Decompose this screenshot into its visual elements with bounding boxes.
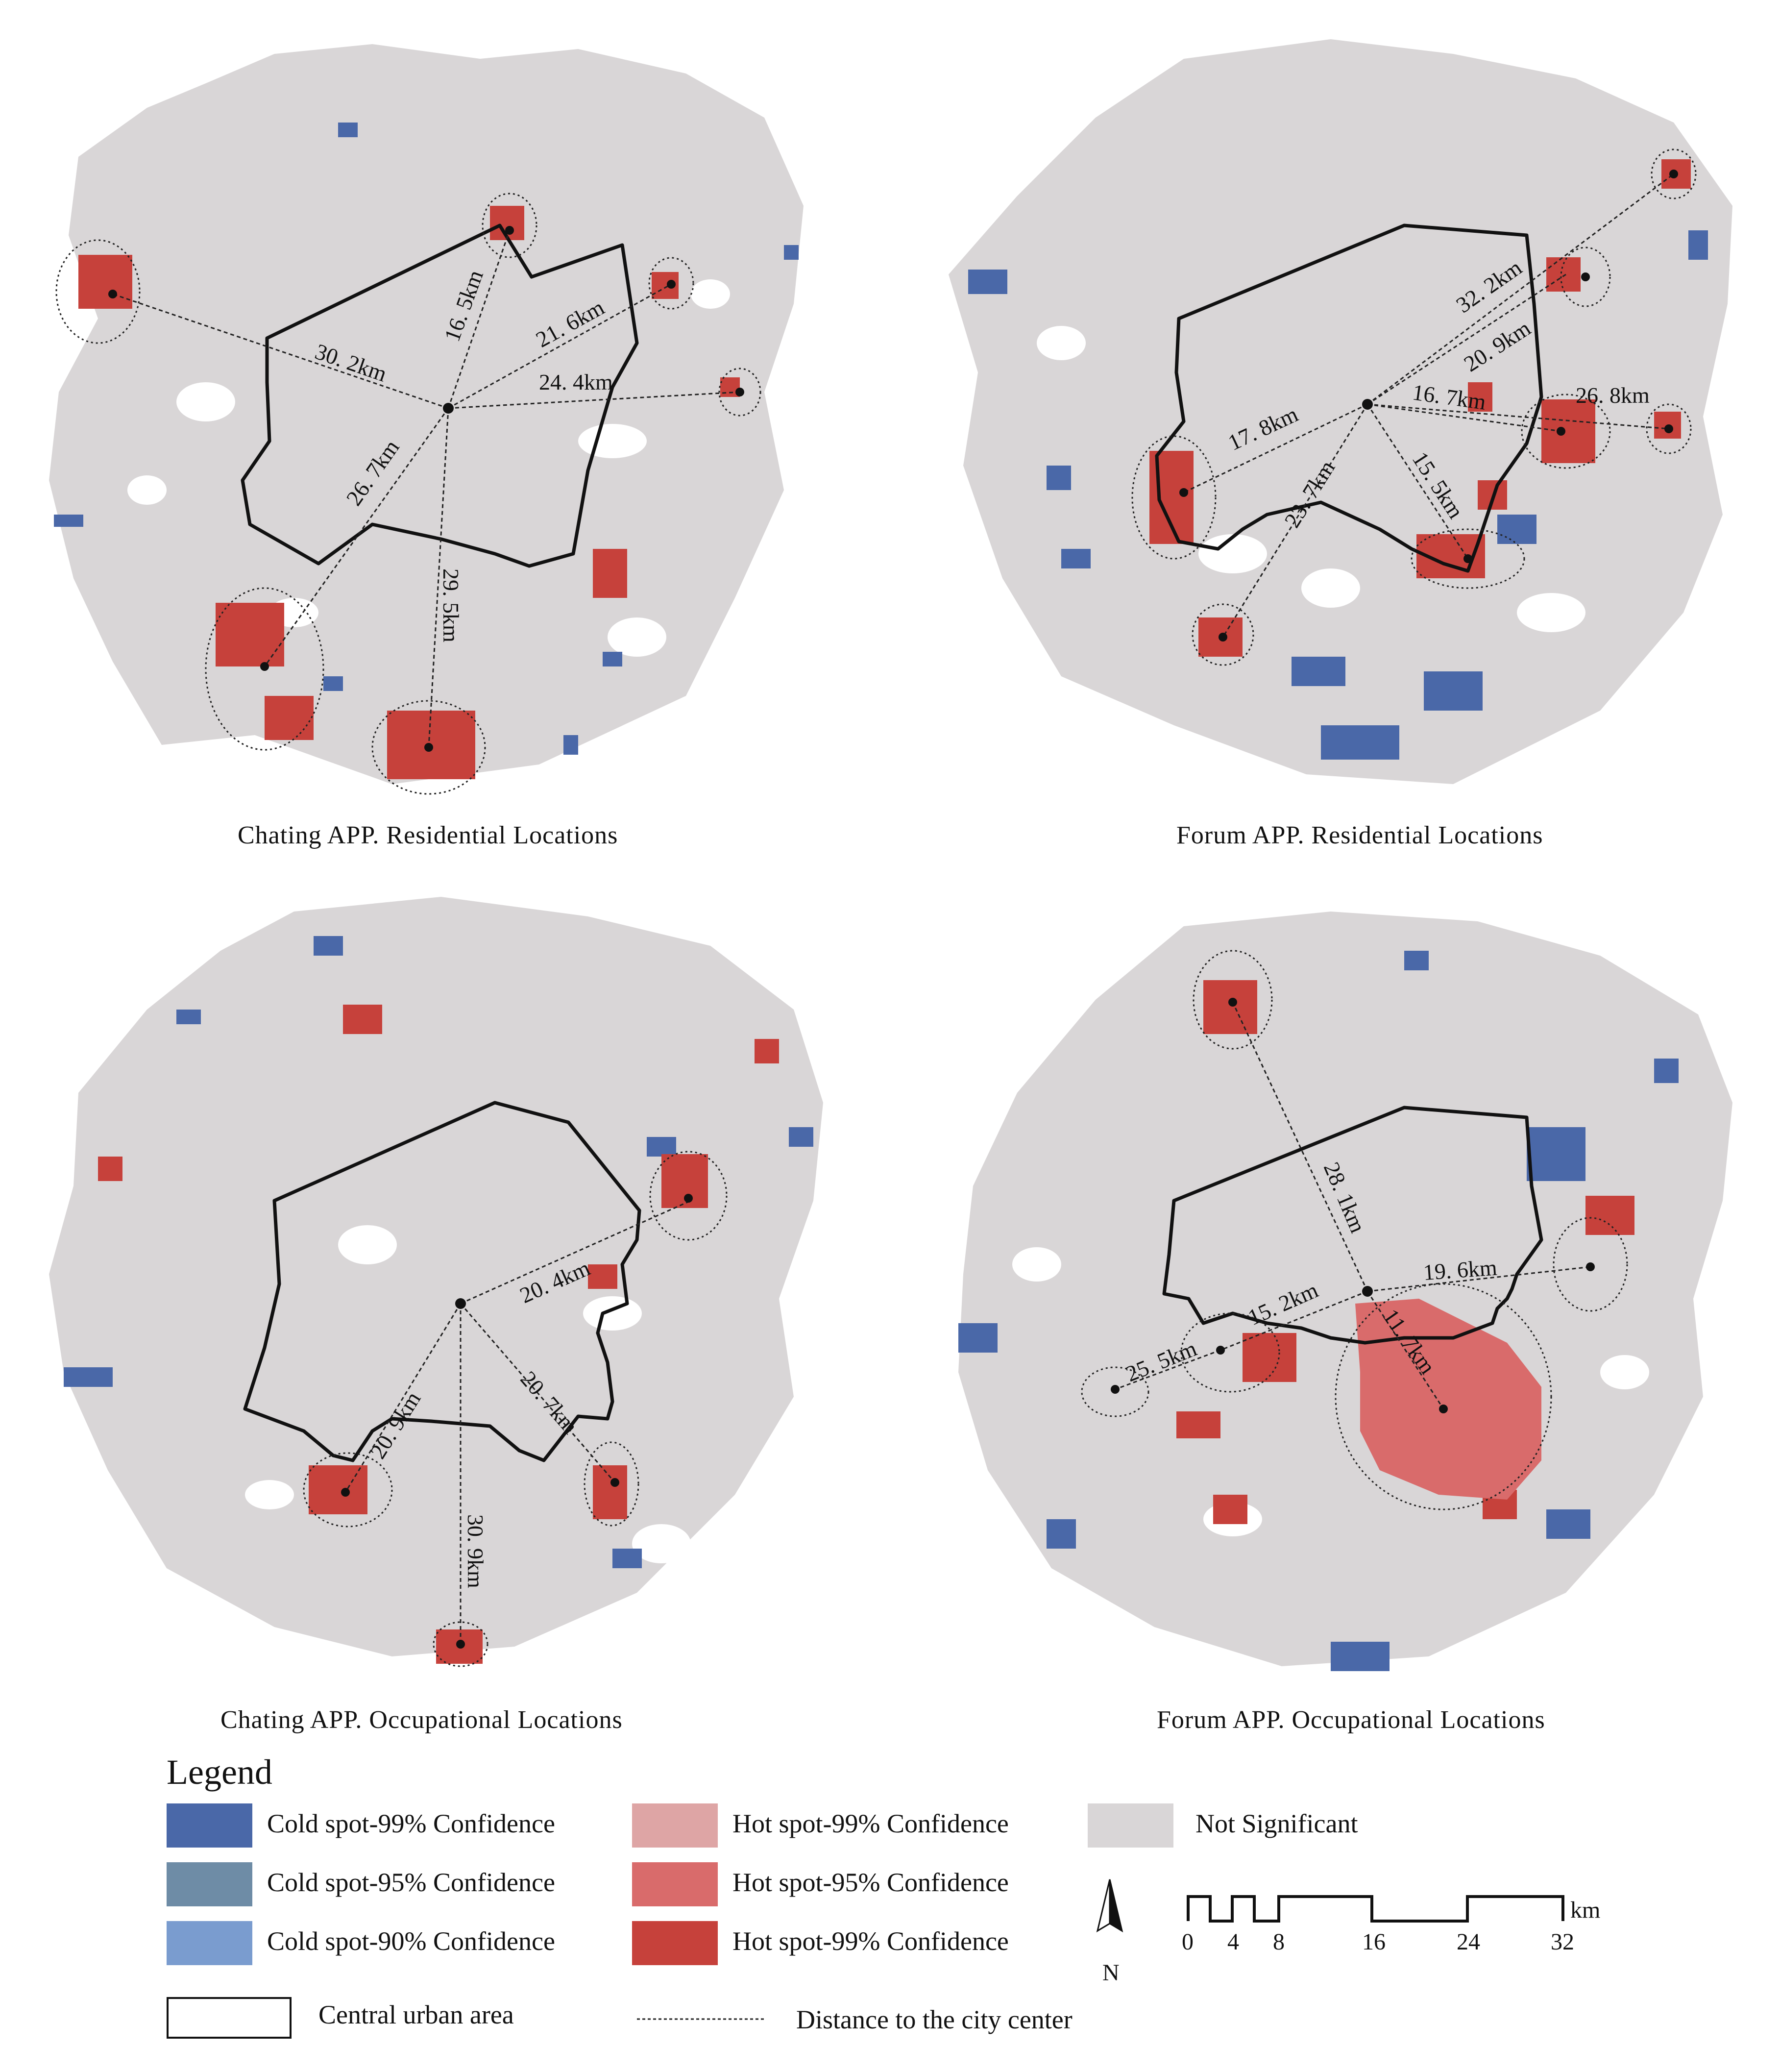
hot-spots-light xyxy=(1355,1299,1541,1500)
scale-tick-label: 0 xyxy=(1182,1929,1194,1955)
hotspot-circles xyxy=(303,1151,728,1667)
city-center-point xyxy=(1362,399,1373,410)
hotspot-points xyxy=(1111,998,1595,1413)
map-forum-occupational: 28. 1km 19. 6km 15. 2km 11. 7km 25. 5km xyxy=(958,912,1732,1671)
study-area-background xyxy=(49,44,804,784)
scale-bar xyxy=(1187,1895,1564,1923)
legend-label-distance: Distance to the city center xyxy=(796,2005,1073,2034)
cold-spots xyxy=(54,123,799,755)
north-label: N xyxy=(1102,1960,1120,1986)
panel-caption: Chating APP. Residential Locations xyxy=(238,821,618,849)
central-urban-area-boundary xyxy=(241,223,639,568)
scale-tick-label: 24 xyxy=(1457,1929,1480,1955)
panel-caption: Forum APP. Residential Locations xyxy=(1176,821,1543,849)
distance-label: 19. 6km xyxy=(1422,1255,1498,1285)
cold-spots xyxy=(958,951,1679,1671)
legend-swatch-central-urban-area xyxy=(167,1997,292,2039)
blank-areas xyxy=(245,1225,691,1563)
legend-label: Cold spot-99% Confidence xyxy=(267,1809,555,1838)
city-center-point xyxy=(443,403,454,414)
legend-swatch-hot95 xyxy=(632,1862,718,1906)
distance-lines xyxy=(112,230,740,748)
hotspot-circles xyxy=(55,193,761,795)
scale-tick-label: 16 xyxy=(1362,1929,1386,1955)
hotspot-points xyxy=(341,1194,693,1649)
legend-title: Legend xyxy=(167,1752,272,1792)
map-panel-chating-occupational: 20. 4km 20. 9km 20. 7km 30. 9km Chating … xyxy=(0,882,890,1764)
distance-label: 29. 5km xyxy=(439,568,463,642)
map-panel-chating-residential: 30. 2km 16. 5km 21. 6km 24. 4km 26. 7km … xyxy=(0,0,890,882)
legend-swatch-cold95 xyxy=(167,1862,252,1906)
legend-label: Hot spot-95% Confidence xyxy=(732,1868,1009,1897)
legend-label: Hot spot-99% Confidence xyxy=(732,1809,1009,1838)
scale-tick-label: 8 xyxy=(1273,1929,1285,1955)
hotspot-points xyxy=(108,226,744,752)
hotspot-circles xyxy=(1131,148,1697,666)
city-center-point xyxy=(455,1298,466,1309)
legend-swatch-cold90 xyxy=(167,1921,252,1965)
legend-swatch-hot99-light xyxy=(632,1803,718,1848)
legend-label: Hot spot-99% Confidence xyxy=(732,1926,1009,1956)
cold-spots xyxy=(64,936,813,1568)
legend-swatch-cold99 xyxy=(167,1803,252,1848)
panel-caption: Chating APP. Occupational Locations xyxy=(220,1706,623,1734)
city-center-point xyxy=(1362,1286,1373,1297)
scale-tick-label: 4 xyxy=(1227,1929,1239,1955)
north-arrow-icon xyxy=(1096,1879,1123,1933)
distance-lines xyxy=(344,1200,691,1644)
study-area-background xyxy=(958,912,1732,1666)
scale-unit-label: km xyxy=(1570,1897,1601,1923)
hotspot-points xyxy=(1179,170,1678,641)
legend-label-central-urban-area: Central urban area xyxy=(318,2000,514,2029)
hotspot-circles xyxy=(1081,950,1628,1510)
hot-spots xyxy=(98,1005,779,1664)
map-chating-occupational: 20. 4km 20. 9km 20. 7km 30. 9km xyxy=(49,897,823,1667)
blank-areas xyxy=(1037,326,1585,632)
cold-spots xyxy=(968,230,1708,760)
map-panel-forum-occupational: 28. 1km 19. 6km 15. 2km 11. 7km 25. 5km … xyxy=(890,882,1780,1764)
legend-swatch-not-significant xyxy=(1088,1803,1173,1848)
distance-label: 30. 9km xyxy=(463,1514,488,1588)
legend-label: Cold spot-90% Confidence xyxy=(267,1926,555,1956)
central-urban-area-boundary xyxy=(1162,1106,1543,1345)
distance-lines xyxy=(1183,173,1674,638)
legend-distance-line xyxy=(637,2018,764,2020)
distance-label: 24. 4km xyxy=(539,370,613,395)
distance-label: 26. 8km xyxy=(1576,383,1650,408)
scale-tick-label: 32 xyxy=(1551,1929,1574,1955)
central-urban-area-boundary xyxy=(1155,223,1543,573)
map-panel-forum-residential: 32. 2km 20. 9km 26. 8km 16. 7km 17. 8km … xyxy=(890,0,1780,882)
legend-swatch-hot99 xyxy=(632,1921,718,1965)
panel-caption: Forum APP. Occupational Locations xyxy=(1157,1706,1545,1734)
central-urban-area-boundary xyxy=(243,1101,641,1462)
map-forum-residential: 32. 2km 20. 9km 26. 8km 16. 7km 17. 8km … xyxy=(949,39,1732,784)
distance-lines xyxy=(1115,1002,1591,1409)
legend-label: Not Significant xyxy=(1195,1809,1358,1838)
legend-label: Cold spot-95% Confidence xyxy=(267,1868,555,1897)
map-chating-residential: 30. 2km 16. 5km 21. 6km 24. 4km 26. 7km … xyxy=(49,44,804,795)
study-area-background xyxy=(49,897,823,1656)
